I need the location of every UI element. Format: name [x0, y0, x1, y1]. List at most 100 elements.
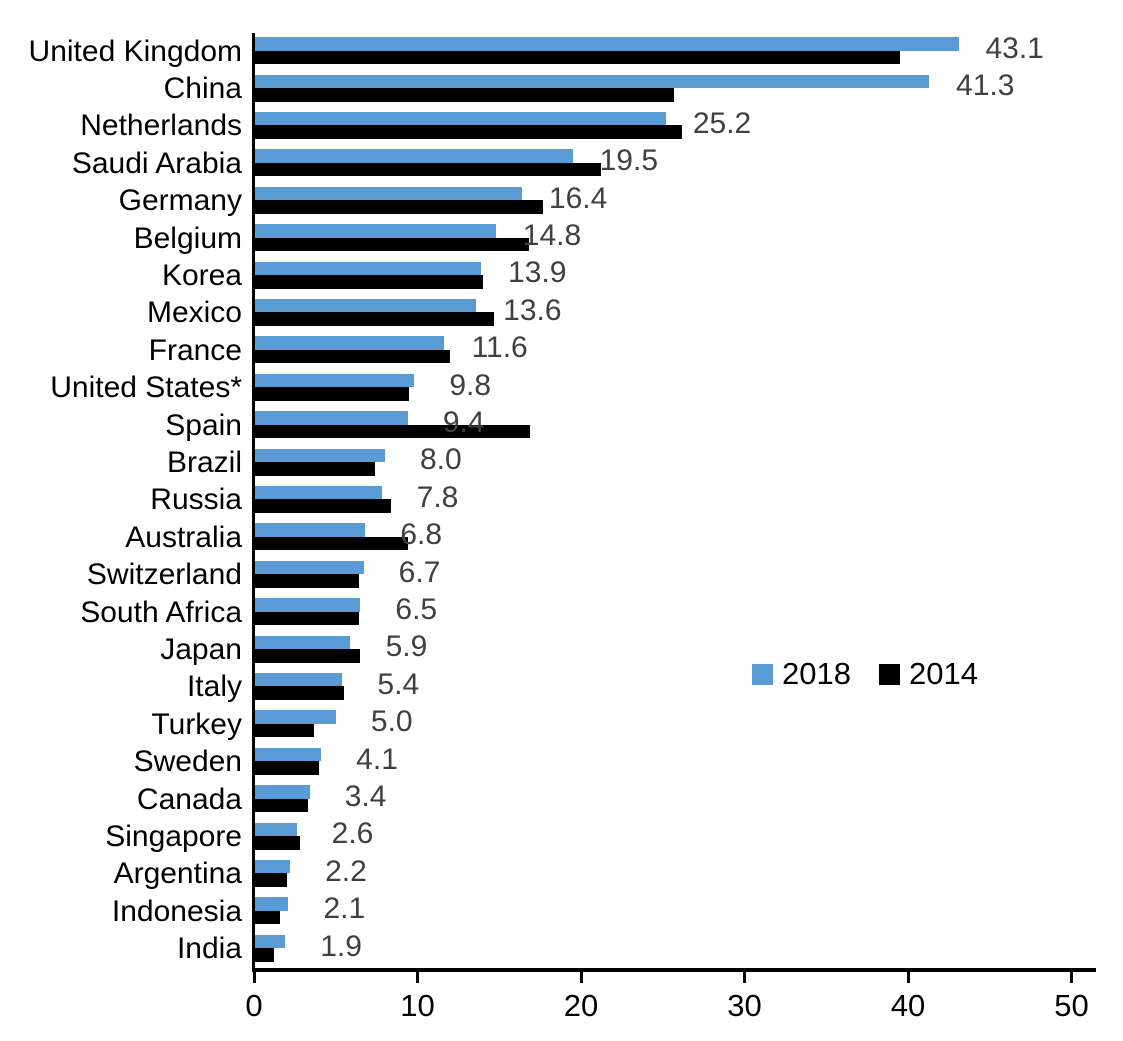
- category-label: Japan: [160, 633, 242, 667]
- x-axis-tick-label: 50: [1054, 988, 1089, 1023]
- legend-label-2014: 2014: [908, 656, 978, 691]
- category-label: Russia: [150, 483, 242, 517]
- value-label: 41.3: [956, 69, 1015, 103]
- bar-2018: [254, 672, 343, 687]
- bar-2018: [254, 298, 477, 313]
- bar-2018: [254, 822, 297, 837]
- bar-2014: [254, 349, 451, 364]
- value-label: 6.5: [395, 593, 438, 626]
- bar-2014: [254, 948, 274, 962]
- bar-2014: [254, 873, 287, 887]
- value-label: 2.1: [323, 892, 366, 926]
- bar-2018: [254, 635, 351, 650]
- category-label: Sweden: [133, 745, 242, 779]
- bar-2018: [254, 785, 310, 799]
- value-label: 14.8: [522, 219, 582, 252]
- chart-row: United States* 9.8: [0, 370, 1123, 407]
- chart-row: Germany 16.4: [0, 183, 1123, 220]
- chart-row: Mexico 13.6: [0, 295, 1123, 332]
- bar-2018: [254, 336, 444, 350]
- category-label: Argentina: [113, 857, 242, 891]
- bar-2014: [254, 312, 495, 326]
- bar-2014: [254, 611, 359, 626]
- bar-2014: [254, 649, 361, 663]
- category-label: France: [148, 333, 242, 367]
- category-label: China: [163, 72, 242, 106]
- bar-2014: [254, 574, 359, 588]
- value-label: 2.6: [331, 817, 374, 851]
- chart-row: Australia 6.8: [0, 519, 1123, 556]
- legend-swatch-2018-icon: [752, 663, 773, 685]
- bar-2018: [254, 224, 496, 238]
- category-label: Brazil: [166, 446, 242, 480]
- category-label: Belgium: [133, 221, 242, 255]
- legend: 2018 2014: [752, 656, 978, 692]
- category-label: Mexico: [146, 296, 242, 330]
- legend-item-2014: 2014: [878, 656, 978, 692]
- chart-row: Netherlands 25.2: [0, 108, 1123, 145]
- bar-2018: [254, 149, 573, 163]
- category-label: Australia: [125, 520, 242, 554]
- chart-row: India 1.9: [0, 931, 1123, 968]
- chart-row: South Africa 6.5: [0, 594, 1123, 631]
- chart-row: Indonesia 2.1: [0, 893, 1123, 930]
- value-label: 6.8: [400, 518, 443, 552]
- category-label: Germany: [118, 184, 242, 218]
- category-label: Indonesia: [111, 894, 242, 928]
- x-axis-tick-label: 30: [727, 988, 762, 1023]
- bar-2014: [254, 723, 315, 738]
- value-label: 9.8: [449, 368, 492, 402]
- chart-row: Saudi Arabia 19.5: [0, 145, 1123, 182]
- x-axis-tick: [252, 972, 256, 983]
- chart-row: Argentina 2.2: [0, 856, 1123, 893]
- x-axis-line: [252, 968, 1096, 972]
- bar-2014: [254, 237, 529, 252]
- bar-2018: [254, 859, 290, 874]
- value-label: 5.9: [385, 630, 428, 664]
- value-label: 13.6: [503, 293, 562, 327]
- chart-row: Spain 9.4: [0, 407, 1123, 444]
- chart-row: Singapore 2.6: [0, 818, 1123, 855]
- bar-2014: [254, 275, 483, 289]
- bar-2018: [254, 448, 385, 463]
- bar-2018: [254, 261, 482, 276]
- bar-2014: [254, 50, 900, 65]
- value-label: 13.9: [508, 256, 567, 290]
- bar-2018: [254, 934, 286, 949]
- category-label: Italy: [186, 670, 242, 704]
- chart-row: France 11.6: [0, 332, 1123, 369]
- bar-2018: [254, 111, 667, 126]
- category-label: Turkey: [151, 707, 242, 741]
- bar-2014: [254, 387, 410, 401]
- chart-row: China 41.3: [0, 70, 1123, 107]
- value-label: 16.4: [548, 181, 608, 215]
- bar-2014: [254, 910, 281, 925]
- bar-2014: [254, 836, 300, 850]
- bar-2014: [254, 125, 683, 139]
- chart-row: Canada 3.4: [0, 781, 1123, 818]
- chart-row: Russia 7.8: [0, 482, 1123, 519]
- bar-2014: [254, 798, 308, 813]
- chart-row: Belgium 14.8: [0, 220, 1123, 257]
- value-label: 19.5: [599, 144, 659, 178]
- bar-2018: [254, 373, 415, 388]
- value-label: 1.9: [320, 929, 362, 963]
- category-label: South Africa: [80, 595, 242, 629]
- chart-row: Brazil 8.0: [0, 444, 1123, 481]
- bar-2018: [254, 598, 361, 612]
- bar-2018: [254, 523, 366, 537]
- category-label: Saudi Arabia: [71, 146, 242, 180]
- category-label: Korea: [161, 259, 242, 293]
- bar-2014: [254, 88, 675, 102]
- bar-2018: [254, 37, 959, 51]
- chart-row: Italy 5.4: [0, 669, 1123, 706]
- x-axis-tick-label: 40: [890, 988, 926, 1023]
- category-label: Singapore: [105, 820, 242, 854]
- category-label: Netherlands: [80, 109, 242, 143]
- bar-2014: [254, 462, 375, 476]
- x-axis-tick-label: 20: [563, 988, 599, 1023]
- legend-label-2018: 2018: [782, 656, 851, 691]
- bar-2018: [254, 411, 408, 425]
- chart-row: Turkey 5.0: [0, 706, 1123, 743]
